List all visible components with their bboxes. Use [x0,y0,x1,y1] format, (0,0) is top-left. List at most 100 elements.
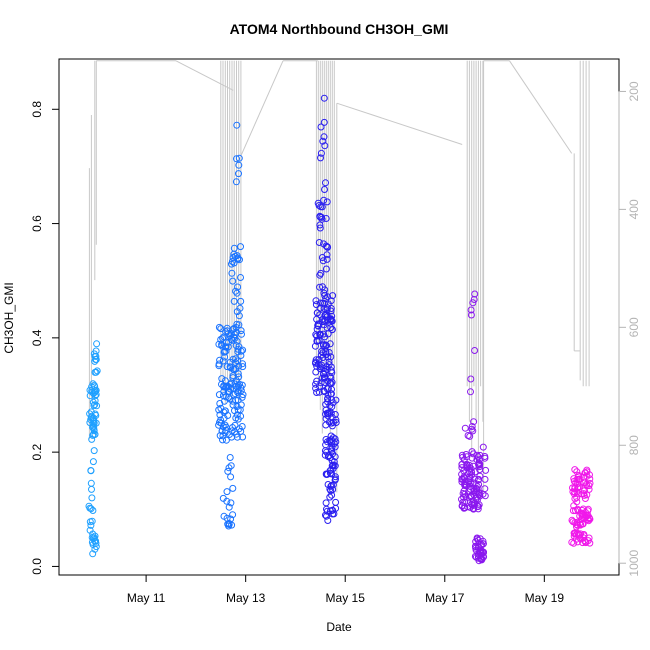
data-point [458,495,465,503]
data-point [220,333,228,341]
data-point [324,481,332,488]
x-axis-label: Date [326,620,352,634]
data-point [229,277,237,285]
data-point [329,292,337,300]
data-point [324,377,332,385]
data-point [313,377,321,385]
data-point [328,317,336,325]
data-point [470,418,478,426]
data-point [325,361,333,369]
data-point [216,411,224,419]
data-point [315,202,323,209]
data-point [580,473,588,481]
pressure-trace [336,102,463,145]
data-point [222,339,230,347]
data-point [312,301,320,309]
secondary-tick-label: 400 [627,199,641,219]
data-point [316,224,324,232]
data-point [466,473,474,481]
data-point [571,466,579,474]
data-point [583,491,591,499]
data-point [332,498,340,506]
data-point [232,178,240,186]
data-point [235,161,243,169]
data-point [465,478,473,486]
data-point [321,142,329,150]
data-point [582,539,590,547]
data-point [237,412,245,420]
data-point [319,257,327,265]
data-point [320,240,328,248]
data-point [325,349,333,356]
data-point [324,394,332,402]
data-point [223,488,231,496]
data-point [471,347,479,354]
data-point [222,383,230,391]
data-point [465,461,473,469]
data-point [312,356,320,364]
data-point [574,506,582,514]
data-point [327,409,335,417]
data-point [227,473,235,481]
data-point [215,323,223,331]
data-point [220,348,228,356]
data-point [219,436,226,444]
data-point [232,342,240,349]
data-point [577,530,585,538]
data-point [477,551,485,559]
data-point [469,299,477,307]
data-point [220,512,228,520]
data-point [332,475,339,483]
data-point [236,304,244,312]
data-point [90,447,98,455]
data-point [326,340,334,348]
data-point [87,521,95,529]
data-point [327,324,335,332]
data-point [228,336,236,344]
x-tick-label: May 15 [326,591,366,605]
data-point [218,342,226,350]
data-point [458,460,466,468]
data-point [331,443,339,451]
data-point [235,373,243,381]
data-point [321,286,329,294]
x-tick-label: May 17 [425,591,465,605]
data-point [324,300,332,308]
data-point [326,402,334,410]
data-point [576,519,584,527]
data-point [312,380,320,388]
data-point [237,243,244,251]
data-point [92,387,99,395]
data-point [481,475,489,483]
data-point [90,350,98,358]
data-point [576,475,584,483]
secondary-tick-label: 1000 [627,550,641,577]
data-point [327,363,335,371]
data-point [230,297,238,305]
data-point [322,341,330,349]
data-point [239,363,247,371]
data-point [317,269,325,277]
x-axis: May 11 May 13 May 15 May 17 May 19 [127,574,564,605]
data-point [226,454,234,461]
data-point [461,490,469,498]
data-point [317,299,324,307]
data-point [319,137,327,145]
data-point [468,423,476,430]
data-points [85,94,594,565]
data-point [317,123,325,131]
data-point [237,327,245,335]
data-point [313,309,321,317]
data-point [238,423,246,430]
data-point [582,513,590,521]
data-point [468,448,476,456]
data-point [469,427,477,435]
data-point [235,321,243,329]
pressure-lines [88,60,590,493]
data-point [228,269,236,277]
data-point [476,472,484,480]
data-point [466,432,474,440]
data-point [318,203,326,211]
data-point [320,118,328,126]
data-point [326,438,334,445]
